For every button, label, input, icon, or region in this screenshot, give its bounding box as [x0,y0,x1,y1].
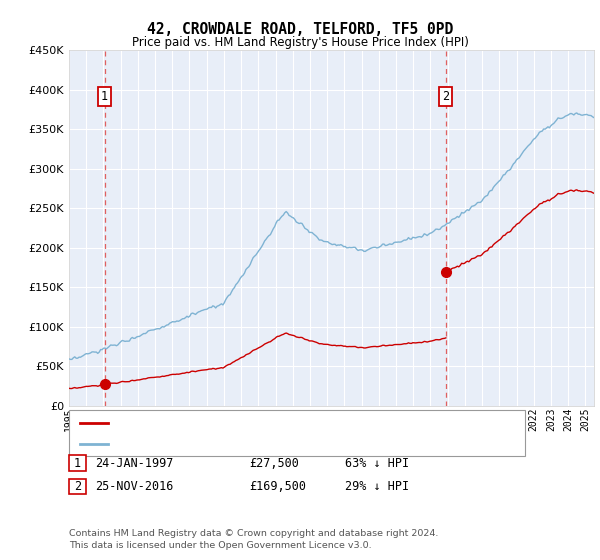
Text: HPI: Average price, detached house, Telford and Wrekin: HPI: Average price, detached house, Telf… [114,439,424,449]
Text: 29% ↓ HPI: 29% ↓ HPI [345,480,409,493]
Text: 2: 2 [442,90,449,103]
Text: 42, CROWDALE ROAD, TELFORD, TF5 0PD: 42, CROWDALE ROAD, TELFORD, TF5 0PD [147,22,453,38]
Text: 25-NOV-2016: 25-NOV-2016 [95,480,173,493]
Text: £27,500: £27,500 [249,456,299,470]
Text: 42, CROWDALE ROAD, TELFORD, TF5 0PD (detached house): 42, CROWDALE ROAD, TELFORD, TF5 0PD (det… [114,418,449,428]
Text: £169,500: £169,500 [249,480,306,493]
Text: Contains HM Land Registry data © Crown copyright and database right 2024.
This d: Contains HM Land Registry data © Crown c… [69,529,439,550]
Text: 63% ↓ HPI: 63% ↓ HPI [345,456,409,470]
Text: Price paid vs. HM Land Registry's House Price Index (HPI): Price paid vs. HM Land Registry's House … [131,36,469,49]
Text: 24-JAN-1997: 24-JAN-1997 [95,456,173,470]
Text: 2: 2 [74,480,81,493]
Text: 1: 1 [101,90,108,103]
Text: 1: 1 [74,456,81,470]
